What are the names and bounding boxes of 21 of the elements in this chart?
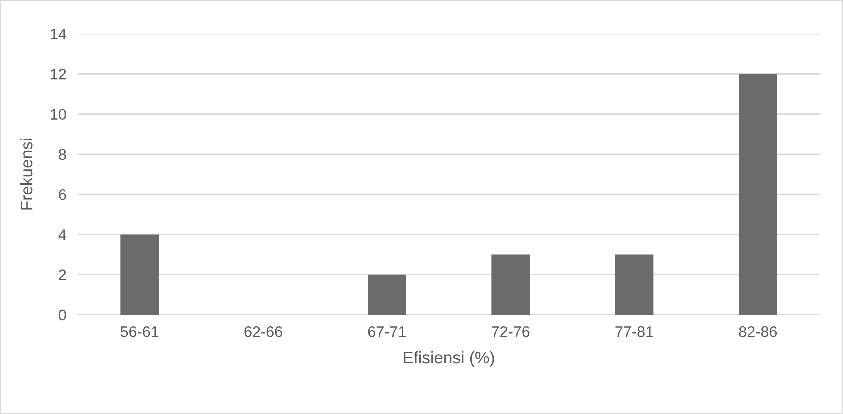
- x-tick-label: 56-61: [120, 326, 159, 338]
- bar: [492, 254, 530, 315]
- x-tick-label: 77-81: [616, 326, 654, 338]
- bar: [615, 254, 654, 315]
- x-tick-label: 82-86: [739, 326, 778, 338]
- bar: [368, 274, 406, 315]
- y-tick-label: 10: [51, 109, 66, 120]
- x-tick-label: 72-76: [492, 326, 530, 338]
- x-tick-label: 67-71: [368, 326, 406, 338]
- bar: [739, 74, 778, 315]
- bar: [120, 234, 159, 315]
- y-axis-title: Frekuensi: [20, 139, 33, 210]
- y-tick-label: 0: [58, 310, 66, 321]
- y-tick-label: 14: [51, 29, 66, 40]
- y-tick-label: 4: [58, 230, 66, 240]
- y-tick-label: 8: [59, 149, 66, 160]
- y-tick-label: 6: [59, 189, 66, 200]
- y-tick-label: 12: [51, 69, 66, 80]
- x-tick-label: 62-66: [244, 326, 282, 338]
- y-tick-label: 2: [59, 270, 66, 280]
- x-axis-title: Efisiensi (%): [404, 351, 494, 367]
